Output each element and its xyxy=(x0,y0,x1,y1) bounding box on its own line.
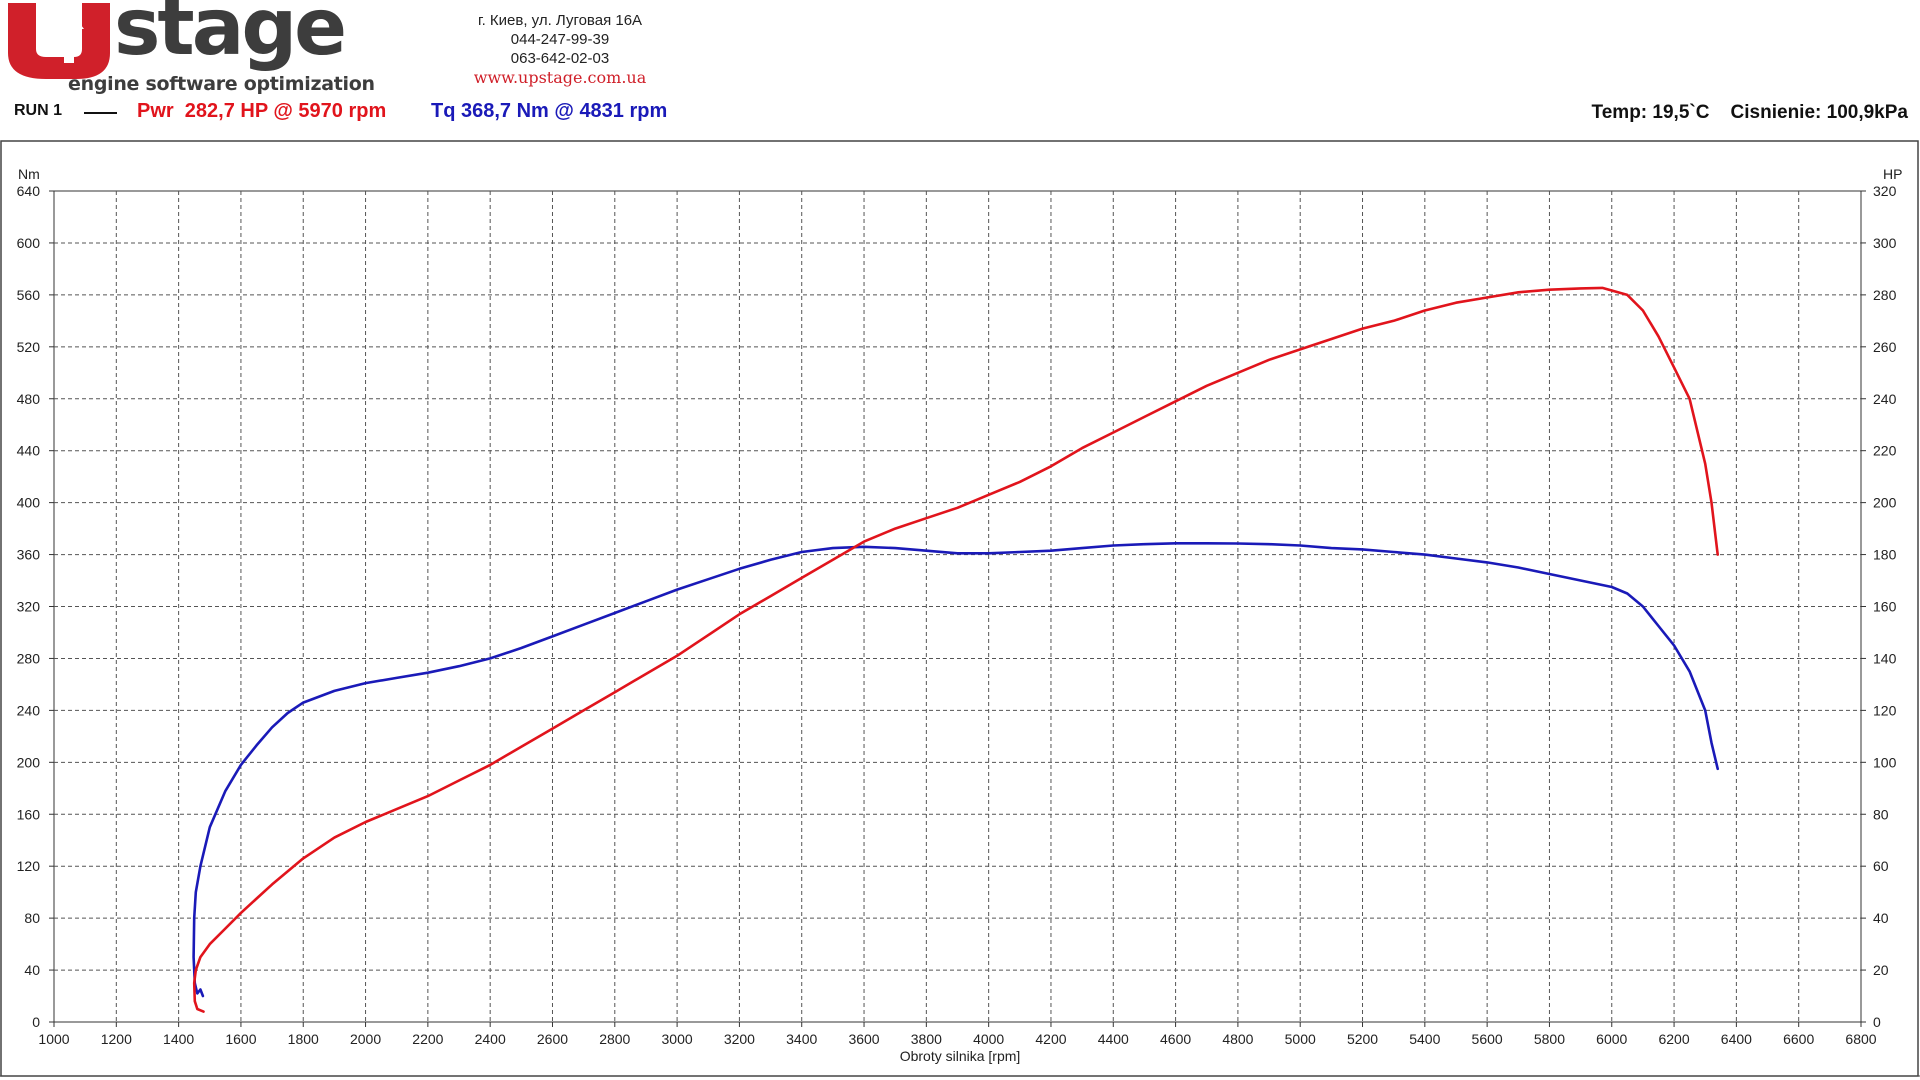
run-line-swatch xyxy=(84,112,117,114)
x-tick-label: 2600 xyxy=(537,1031,568,1047)
x-tick-label: 1800 xyxy=(288,1031,319,1047)
y-left-tick-label: 320 xyxy=(17,599,41,615)
website-link[interactable]: www.upstage.com.ua xyxy=(473,68,647,87)
y-left-tick-label: 360 xyxy=(17,547,41,563)
x-tick-label: 3000 xyxy=(662,1031,693,1047)
x-tick-label: 2800 xyxy=(599,1031,630,1047)
logo-tagline: engine software optimization xyxy=(68,73,375,95)
torque-curve xyxy=(192,541,1719,998)
x-tick-label: 3800 xyxy=(911,1031,942,1047)
y-right-tick-label: 240 xyxy=(1873,391,1897,407)
x-tick-label: 3400 xyxy=(786,1031,817,1047)
y-left-tick-label: 240 xyxy=(17,702,41,718)
x-tick-label: 4000 xyxy=(973,1031,1004,1047)
x-tick-label: 6600 xyxy=(1783,1031,1814,1047)
x-tick-label: 6200 xyxy=(1658,1031,1689,1047)
x-tick-label: 3200 xyxy=(724,1031,755,1047)
y-right-tick-label: 20 xyxy=(1873,962,1889,978)
y-left-tick-label: 520 xyxy=(17,339,41,355)
x-tick-label: 5200 xyxy=(1347,1031,1378,1047)
y-left-tick-label: 40 xyxy=(24,962,40,978)
x-tick-label: 6400 xyxy=(1721,1031,1752,1047)
power-summary: Pwr 282,7 HP @ 5970 rpm xyxy=(137,100,387,122)
upstage-logo: stage engine software optimization xyxy=(6,0,411,95)
x-tick-label: 1600 xyxy=(225,1031,256,1047)
y-right-tick-label: 100 xyxy=(1873,754,1897,770)
x-tick-label: 1200 xyxy=(101,1031,132,1047)
phone-1-text: 044-247-99-39 xyxy=(510,31,610,48)
x-tick-label: 2000 xyxy=(350,1031,381,1047)
y-right-tick-label: 180 xyxy=(1873,547,1897,563)
x-tick-label: 6800 xyxy=(1845,1031,1876,1047)
address-text: г. Киев, ул. Луговая 16А xyxy=(477,12,643,29)
y-axis-left-label: Nm xyxy=(18,166,40,182)
y-left-tick-label: 280 xyxy=(17,650,41,666)
y-right-tick-label: 320 xyxy=(1873,183,1897,199)
y-right-tick-label: 0 xyxy=(1873,1014,1881,1030)
x-tick-label: 6000 xyxy=(1596,1031,1627,1047)
x-tick-label: 5600 xyxy=(1472,1031,1503,1047)
y-left-tick-label: 120 xyxy=(17,858,41,874)
logo-u-mark xyxy=(8,3,110,79)
x-tick-label: 2200 xyxy=(412,1031,443,1047)
chart-frame xyxy=(0,140,1919,1077)
y-axis-right-label: HP xyxy=(1883,166,1902,182)
x-tick-label: 5400 xyxy=(1409,1031,1440,1047)
x-tick-label: 3600 xyxy=(848,1031,879,1047)
y-left-tick-label: 80 xyxy=(24,910,40,926)
x-tick-label: 4600 xyxy=(1160,1031,1191,1047)
y-left-tick-label: 400 xyxy=(17,495,41,511)
torque-summary: Tq 368,7 Nm @ 4831 rpm xyxy=(431,100,668,122)
phone-2-text: 063-642-02-03 xyxy=(510,50,610,67)
axis-layer: 1000 1200 1400 1600 1800 2000 2200 2400 2600 2800… xyxy=(17,183,1897,1047)
x-tick-label: 5800 xyxy=(1534,1031,1565,1047)
power-curve xyxy=(192,286,1719,1013)
logo-wordmark: stage xyxy=(114,0,347,73)
y-left-tick-label: 200 xyxy=(17,754,41,770)
x-tick-label: 4800 xyxy=(1222,1031,1253,1047)
y-right-tick-label: 40 xyxy=(1873,910,1889,926)
x-axis-label: Obroty silnika [rpm] xyxy=(900,1048,1021,1064)
y-right-tick-label: 200 xyxy=(1873,495,1897,511)
x-tick-label: 2400 xyxy=(475,1031,506,1047)
y-left-tick-label: 160 xyxy=(17,806,41,822)
y-right-tick-label: 140 xyxy=(1873,650,1897,666)
x-tick-label: 4400 xyxy=(1098,1031,1129,1047)
y-right-tick-label: 60 xyxy=(1873,858,1889,874)
y-right-tick-label: 120 xyxy=(1873,702,1897,718)
y-right-tick-label: 280 xyxy=(1873,287,1897,303)
ambient-conditions: Temp: 19,5`C Cisnienie: 100,9kPa xyxy=(1591,102,1908,123)
y-right-tick-label: 300 xyxy=(1873,235,1897,251)
x-tick-label: 1000 xyxy=(38,1031,69,1047)
y-left-tick-label: 560 xyxy=(17,287,41,303)
y-right-tick-label: 260 xyxy=(1873,339,1897,355)
y-right-tick-label: 220 xyxy=(1873,443,1897,459)
y-right-tick-label: 160 xyxy=(1873,599,1897,615)
y-left-tick-label: 440 xyxy=(17,443,41,459)
run-label: RUN 1 xyxy=(14,102,63,119)
y-left-tick-label: 0 xyxy=(32,1014,40,1030)
y-right-tick-label: 80 xyxy=(1873,806,1889,822)
x-tick-label: 5000 xyxy=(1285,1031,1316,1047)
series-layer xyxy=(192,286,1719,1013)
y-left-tick-label: 600 xyxy=(17,235,41,251)
contact-block: г. Киев, ул. Луговая 16А 044-247-99-39 0… xyxy=(420,11,700,87)
x-tick-label: 1400 xyxy=(163,1031,194,1047)
x-tick-label: 4200 xyxy=(1035,1031,1066,1047)
y-left-tick-label: 480 xyxy=(17,391,41,407)
y-left-tick-label: 640 xyxy=(17,183,41,199)
grid-layer xyxy=(53,190,1862,1023)
